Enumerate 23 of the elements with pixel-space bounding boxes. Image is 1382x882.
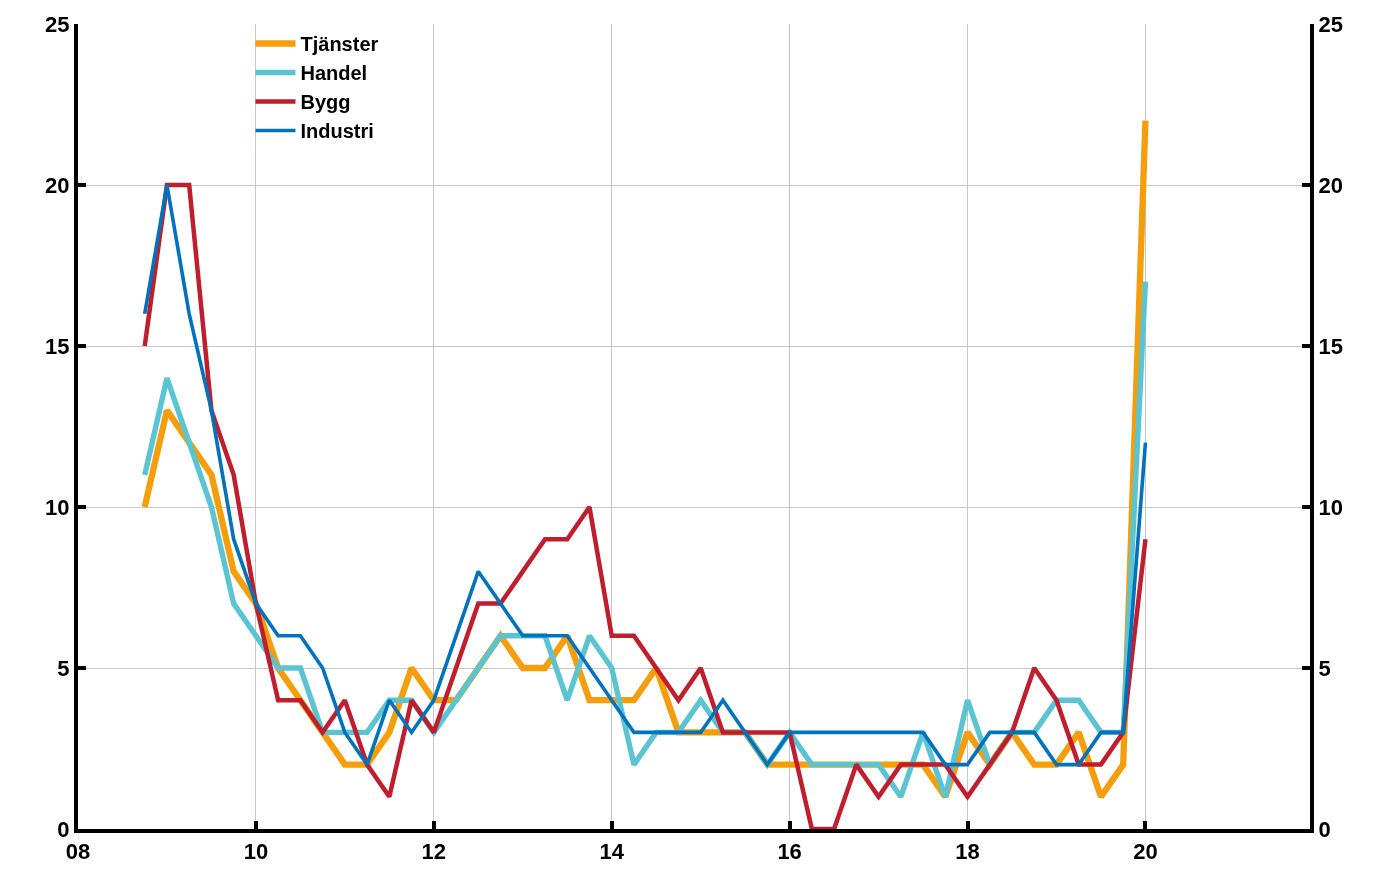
y2-tick-label: 0 xyxy=(1318,816,1331,842)
x-tick-label: 12 xyxy=(421,839,447,865)
x-tick-label: 10 xyxy=(243,839,269,865)
y2-tick-label: 15 xyxy=(1318,333,1343,359)
y2-tick-label: 25 xyxy=(1318,11,1343,37)
y2-tick-label: 20 xyxy=(1318,172,1343,198)
y-tick-label: 15 xyxy=(45,333,70,359)
y-tick-label: 25 xyxy=(45,11,70,37)
legend-label: Tjänster xyxy=(300,33,379,56)
legend-label: Bygg xyxy=(300,91,351,114)
x-tick-label: 14 xyxy=(599,839,625,865)
y-tick-label: 20 xyxy=(45,172,70,198)
y2-tick-label: 5 xyxy=(1318,655,1331,681)
x-tick-label: 08 xyxy=(65,839,91,865)
y-tick-label: 5 xyxy=(57,655,70,681)
y-tick-label: 0 xyxy=(57,816,70,842)
x-tick-label: 16 xyxy=(777,839,802,865)
y-tick-label: 10 xyxy=(45,494,70,520)
y2-tick-label: 10 xyxy=(1318,494,1343,520)
legend-label: Industri xyxy=(300,120,374,143)
legend-label: Handel xyxy=(300,62,368,85)
x-tick-label: 18 xyxy=(955,839,980,865)
x-tick-label: 20 xyxy=(1133,839,1158,865)
